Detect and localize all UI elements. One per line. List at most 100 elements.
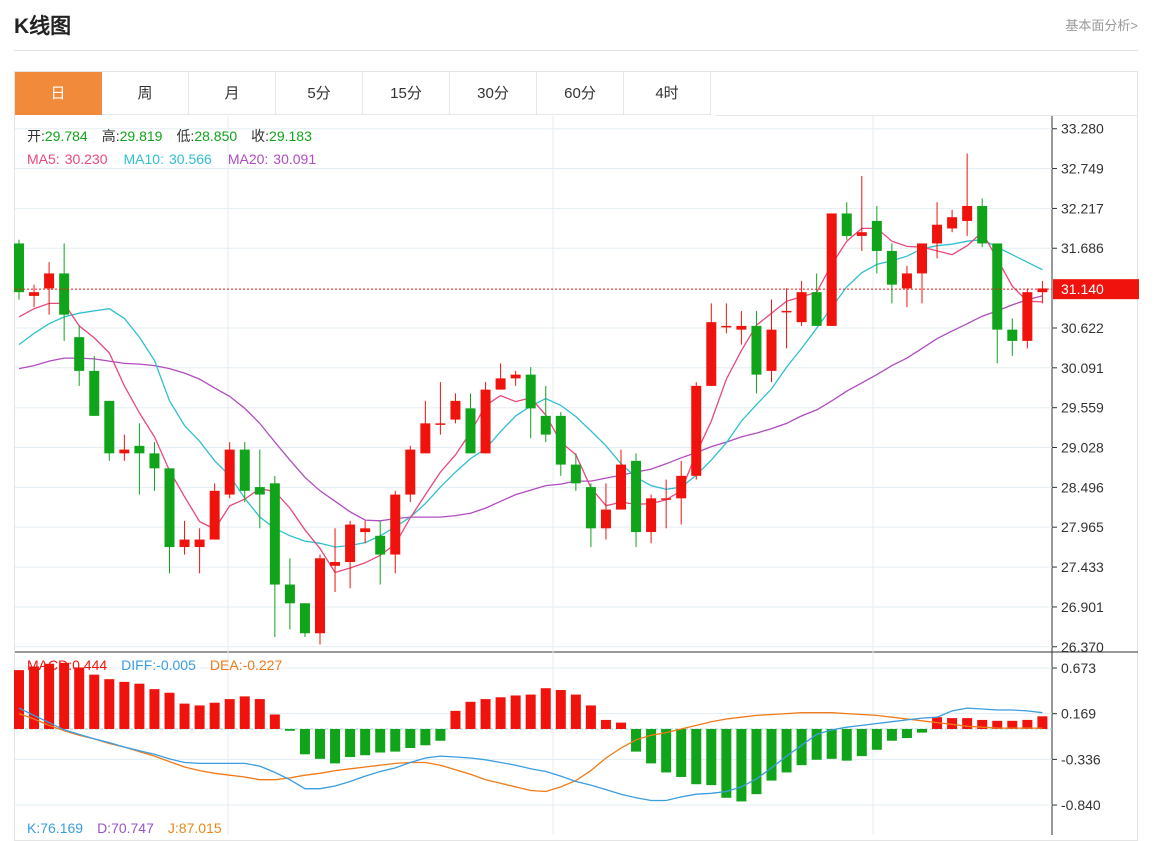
candle-body xyxy=(405,449,416,495)
macd-bar xyxy=(224,699,235,729)
candle xyxy=(149,442,160,491)
period-tabs: 日 周 月 5分 15分 30分 60分 4时 xyxy=(15,72,711,116)
candle-body xyxy=(375,535,386,555)
candle-body xyxy=(119,449,130,454)
ma20-label: MA20: xyxy=(228,151,268,167)
candle-body xyxy=(209,490,220,540)
macd-bar xyxy=(886,728,897,741)
macd-tick-label: -0.336 xyxy=(1061,751,1101,767)
macd-bar xyxy=(119,681,130,729)
macd-bar xyxy=(44,663,55,729)
candle-body xyxy=(947,217,958,229)
macd-bar xyxy=(390,728,401,752)
macd-bar xyxy=(691,728,702,785)
candle-body xyxy=(510,374,521,379)
low-value: 28.850 xyxy=(194,128,237,144)
candle xyxy=(1007,318,1018,356)
candle xyxy=(390,490,401,574)
candle xyxy=(631,453,642,548)
price-tick-label: 29.559 xyxy=(1061,400,1104,416)
candle-body xyxy=(179,539,190,548)
open-label: 开: xyxy=(27,128,45,144)
candle xyxy=(766,299,777,383)
high-label: 高: xyxy=(102,128,120,144)
candle-body xyxy=(1037,288,1048,293)
tab-5min[interactable]: 5分 xyxy=(276,72,363,115)
candle-body xyxy=(495,378,506,390)
tab-4hour[interactable]: 4时 xyxy=(624,72,711,115)
macd-legend: MACD:0.444 DIFF:-0.005 DEA:-0.227 xyxy=(27,657,282,673)
candle xyxy=(284,558,295,630)
candle-body xyxy=(781,310,792,313)
d-label: D: xyxy=(97,820,111,835)
candle-body xyxy=(435,423,446,425)
low-label: 低: xyxy=(176,128,194,144)
diff-value: -0.005 xyxy=(156,657,196,673)
macd-bar xyxy=(239,696,250,729)
tab-30min[interactable]: 30分 xyxy=(450,72,537,115)
diff-label: DIFF: xyxy=(121,657,156,673)
macd-bar xyxy=(796,728,807,766)
candle-body xyxy=(555,415,566,465)
candle-body xyxy=(104,400,115,454)
tab-week[interactable]: 周 xyxy=(102,72,189,115)
macd-bar xyxy=(676,728,687,777)
price-tick-label: 27.965 xyxy=(1061,519,1104,535)
candle xyxy=(480,382,491,454)
candle xyxy=(977,198,988,248)
candle-body xyxy=(59,273,70,315)
candle xyxy=(585,483,596,548)
candle-body xyxy=(164,468,175,548)
candle xyxy=(179,520,190,555)
diff-line xyxy=(18,707,1043,802)
candle xyxy=(751,310,762,394)
macd-bar xyxy=(209,702,220,729)
macd-bar xyxy=(345,728,356,758)
fundamental-analysis-link[interactable]: 基本面分析> xyxy=(1065,18,1138,33)
macd-bar xyxy=(781,728,792,773)
candle-body xyxy=(691,385,702,476)
candle-body xyxy=(89,370,100,416)
price-tick-label: 29.028 xyxy=(1061,439,1104,455)
macd-bar xyxy=(134,683,145,729)
candle-body xyxy=(254,487,265,495)
candle xyxy=(841,202,852,240)
tabs-underline xyxy=(716,115,1137,116)
macd-bar xyxy=(480,699,491,729)
price-tick-label: 32.749 xyxy=(1061,161,1104,177)
tab-month[interactable]: 月 xyxy=(189,72,276,115)
j-label: J: xyxy=(168,820,179,835)
candle-body xyxy=(736,325,747,330)
macd-bar xyxy=(826,728,837,759)
candle xyxy=(164,468,175,574)
tab-60min[interactable]: 60分 xyxy=(537,72,624,115)
candle-body xyxy=(360,528,371,533)
macd-bar xyxy=(450,710,461,729)
candle xyxy=(856,175,867,251)
price-tick-label: 30.091 xyxy=(1061,360,1104,376)
candle-body xyxy=(585,487,596,529)
tab-day[interactable]: 日 xyxy=(15,72,102,115)
price-tick-label: 33.280 xyxy=(1061,121,1104,137)
ma20-line xyxy=(18,295,1043,522)
candle xyxy=(299,603,310,638)
macd-bar xyxy=(1037,716,1048,729)
ma10-label: MA10: xyxy=(124,151,164,167)
macd-bar xyxy=(405,728,416,748)
tab-15min[interactable]: 15分 xyxy=(363,72,450,115)
candle xyxy=(269,475,280,638)
candle xyxy=(917,243,927,304)
candle xyxy=(525,367,536,439)
candle-body xyxy=(992,243,1003,330)
candle-body xyxy=(841,213,852,236)
candle-body xyxy=(345,524,356,563)
macd-bar xyxy=(811,728,822,760)
candle xyxy=(74,325,85,386)
candle-body xyxy=(631,460,642,533)
macd-bar xyxy=(871,728,882,750)
candle-body xyxy=(646,498,657,533)
d-value: 70.747 xyxy=(111,820,154,835)
candle xyxy=(947,209,958,233)
high-value: 29.819 xyxy=(120,128,163,144)
